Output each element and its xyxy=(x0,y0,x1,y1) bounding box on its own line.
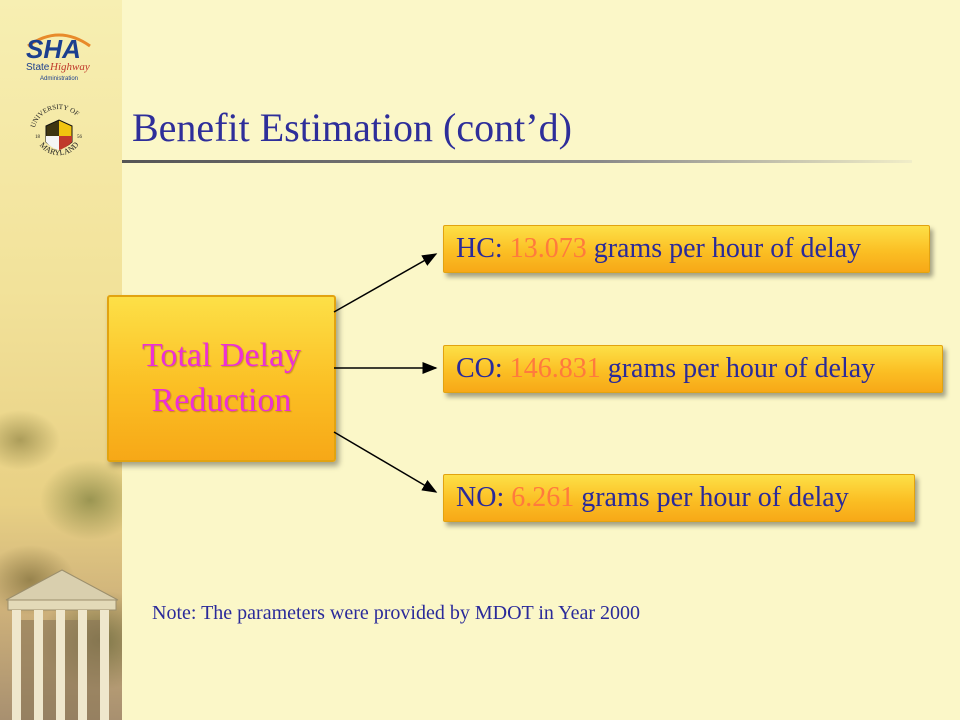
svg-text:State: State xyxy=(26,62,50,73)
arrow-to-hc xyxy=(333,253,438,313)
gas-value: 146.831 xyxy=(509,353,601,384)
svg-text:Administration: Administration xyxy=(40,76,78,82)
gas-label: HC: xyxy=(456,233,503,264)
decorative-side-strip xyxy=(0,0,122,720)
hc-result-box: HC: 13.073 grams per hour of delay xyxy=(443,225,930,273)
no-result-box: NO: 6.261 grams per hour of delay xyxy=(443,474,915,522)
total-delay-reduction-box: Total Delay Reduction xyxy=(107,295,336,462)
source-box-label: Total Delay Reduction xyxy=(141,337,302,419)
sha-logo-icon: SHA State Highway Administration xyxy=(26,33,91,82)
gas-unit: grams per hour of delay xyxy=(593,233,862,264)
gas-value: 6.261 xyxy=(511,482,575,513)
campus-building-image xyxy=(5,569,119,720)
svg-text:SHA: SHA xyxy=(26,34,81,64)
svg-text:56: 56 xyxy=(77,135,83,140)
gas-value: 13.073 xyxy=(509,233,587,264)
arrow-to-no xyxy=(333,431,438,493)
gas-label: CO: xyxy=(456,353,503,384)
title-underline xyxy=(122,160,912,163)
gas-label: NO: xyxy=(456,482,505,513)
university-of-maryland-seal-icon: UNIVERSITY OF MARYLAND 18 56 xyxy=(29,103,83,157)
gas-unit: grams per hour of delay xyxy=(607,353,876,384)
co-result-box: CO: 146.831 grams per hour of delay xyxy=(443,345,943,393)
slide-title: Benefit Estimation (cont’d) xyxy=(132,105,572,150)
svg-text:Highway: Highway xyxy=(49,61,90,73)
gas-unit: grams per hour of delay xyxy=(581,482,849,513)
footnote: Note: The parameters were provided by MD… xyxy=(152,602,641,624)
svg-text:18: 18 xyxy=(35,135,41,140)
